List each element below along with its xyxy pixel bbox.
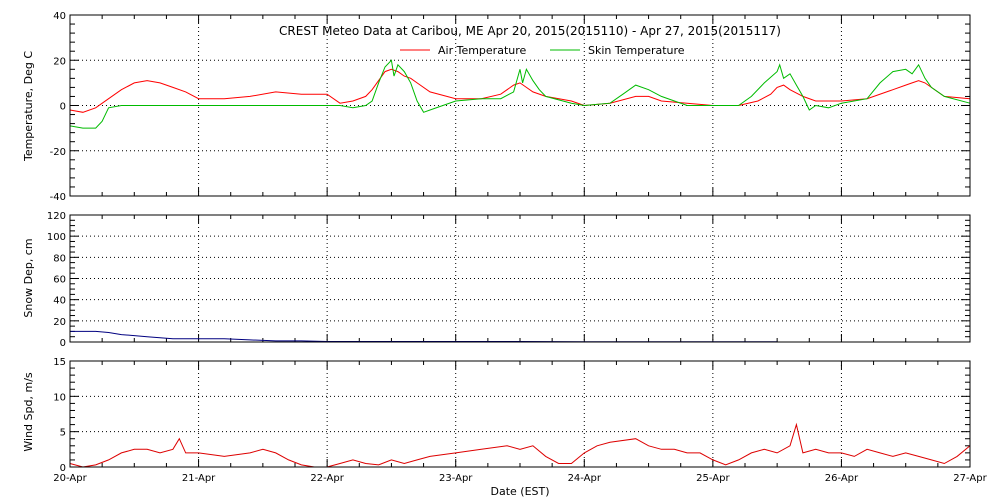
series-line-wind-speed [69, 422, 971, 468]
wind-speed-y-axis-title: Wind Spd, m/s [22, 372, 35, 452]
x-tick-label: 20-Apr [53, 473, 87, 484]
temperature-y-tick-label: -40 [50, 192, 66, 203]
temperature-y-tick-label: 20 [53, 56, 66, 67]
wind-speed-y-tick-label: 15 [53, 357, 66, 368]
snow-depth-y-tick-label: 40 [53, 296, 66, 307]
snow-depth-y-tick-label: 80 [53, 253, 66, 264]
x-tick-label: 23-Apr [439, 473, 473, 484]
x-tick-label: 26-Apr [825, 473, 859, 484]
x-tick-label: 22-Apr [310, 473, 344, 484]
wind-speed-y-tick-label: 10 [53, 392, 66, 403]
x-tick-label: 21-Apr [182, 473, 216, 484]
series-line-skin-temperature [69, 59, 971, 129]
chart-title: CREST Meteo Data at Caribou, ME Apr 20, … [279, 24, 781, 38]
wind-speed-plot-frame [69, 360, 971, 468]
wind-speed-y-tick-label: 0 [60, 463, 66, 474]
snow-depth-y-tick-label: 0 [60, 338, 66, 349]
snow-depth-y-tick-label: 60 [53, 275, 66, 286]
temperature-plot-frame [69, 14, 971, 197]
temperature-y-axis-title: Temperature, Deg C [22, 51, 35, 162]
x-tick-label: 24-Apr [568, 473, 602, 484]
snow-depth-y-tick-label: 120 [47, 211, 66, 222]
temperature-y-tick-label: 40 [53, 11, 66, 22]
legend-label-air-temperature: Air Temperature [438, 44, 527, 57]
snow-depth-plot-frame [69, 214, 971, 343]
snow-depth-y-tick-label: 100 [47, 232, 66, 243]
legend-label-skin-temperature: Skin Temperature [588, 44, 685, 57]
x-tick-label: 25-Apr [696, 473, 730, 484]
x-tick-label: 27-Apr [953, 473, 987, 484]
wind-speed-y-tick-label: 5 [60, 428, 66, 439]
temperature-legend: Air Temperature Skin Temperature [400, 44, 685, 57]
snow-depth-y-tick-label: 20 [53, 317, 66, 328]
series-line-air-temperature [69, 68, 971, 113]
x-axis-title: Date (EST) [490, 485, 549, 498]
snow-depth-y-axis-title: Snow Dep, cm [22, 238, 35, 317]
temperature-y-tick-label: 0 [60, 102, 66, 113]
temperature-y-tick-label: -20 [50, 147, 66, 158]
